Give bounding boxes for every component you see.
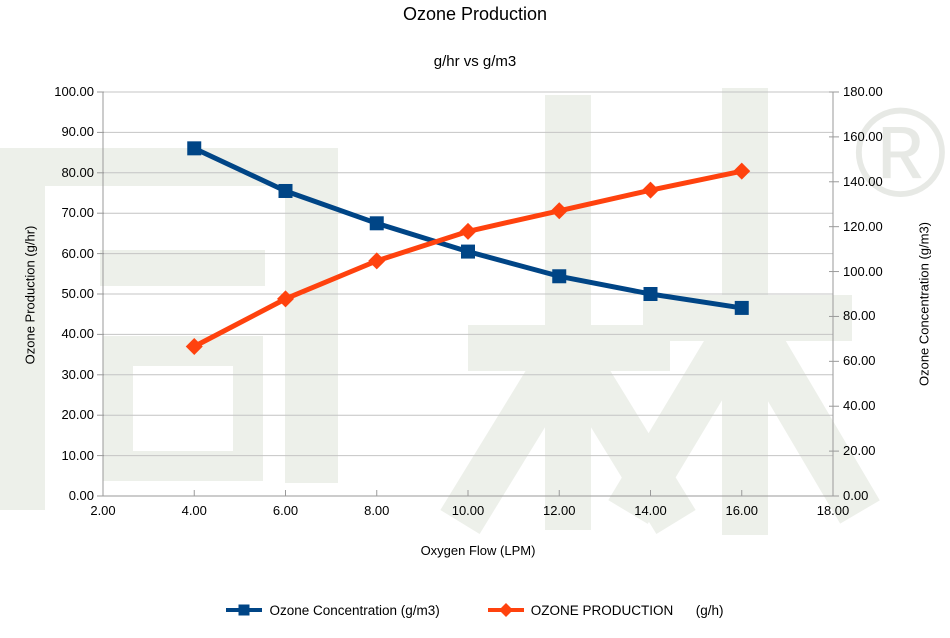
right-axis-tick-label: 60.00	[843, 353, 876, 369]
right-axis-tick-label: 40.00	[843, 398, 876, 414]
left-axis-tick-label: 90.00	[61, 124, 94, 140]
x-axis-tick-label: 12.00	[542, 503, 576, 518]
left-axis-tick-label: 10.00	[61, 447, 94, 463]
data-point-square	[369, 216, 384, 231]
legend-label: Ozone Concentration (g/m3)	[269, 602, 440, 618]
right-axis-tick-label: 160.00	[843, 128, 883, 144]
data-point-diamond	[550, 202, 568, 220]
left-axis-tick-label: 30.00	[61, 366, 94, 382]
left-axis-tick-label: 20.00	[61, 407, 94, 423]
x-axis-tick-label: 8.00	[364, 503, 390, 518]
data-point-square	[552, 269, 567, 284]
data-point-diamond	[185, 338, 203, 356]
data-point-square	[278, 183, 293, 198]
right-axis-tick-label: 80.00	[843, 308, 876, 324]
left-axis-tick-label: 40.00	[61, 326, 94, 342]
right-axis-tick-label: 20.00	[843, 443, 876, 459]
legend-item: Ozone Concentration (g/m3)	[226, 602, 440, 618]
x-axis-tick-label: 2.00	[90, 503, 116, 518]
legend-label: OZONE PRODUCTION (g/h)	[530, 602, 724, 618]
right-axis-tick-label: 140.00	[843, 173, 883, 189]
left-axis-tick-label: 60.00	[61, 245, 94, 261]
data-point-diamond	[642, 181, 659, 199]
left-axis-tick-label: 70.00	[61, 205, 94, 221]
data-point-square	[461, 244, 475, 259]
data-point-diamond	[459, 222, 477, 240]
left-axis-tick-label: 100.00	[54, 84, 94, 99]
x-axis-tick-label: 4.00	[181, 503, 207, 518]
series-line-2	[193, 168, 743, 349]
data-point-square	[643, 287, 658, 301]
legend-marker	[487, 603, 524, 617]
legend: Ozone Concentration (g/m3) OZONE PRODUCTI…	[0, 596, 950, 624]
legend-item: OZONE PRODUCTION (g/h)	[487, 602, 724, 618]
watermark-char-lin	[440, 88, 880, 535]
data-point-square	[734, 300, 749, 315]
watermark-char-tong	[0, 148, 338, 510]
data-point-diamond	[368, 252, 386, 270]
data-point-square	[187, 141, 202, 156]
x-axis-tick-label: 14.00	[634, 503, 667, 518]
left-axis-tick-label: 50.00	[61, 286, 94, 301]
left-axis-tick-label: 0.00	[68, 488, 94, 503]
x-axis-tick-label: 10.00	[451, 503, 485, 518]
x-axis-tick-label: 16.00	[725, 503, 759, 518]
right-axis-tick-label: 120.00	[843, 218, 883, 234]
data-point-diamond	[733, 162, 751, 180]
right-axis-tick-label: 100.00	[843, 263, 883, 279]
chart-title: Ozone Production	[402, 4, 548, 24]
data-point-diamond	[277, 290, 294, 308]
legend-marker	[226, 604, 263, 616]
chart-subtitle: g/hr vs g/m3	[433, 53, 517, 70]
registered-trademark-watermark: ®	[854, 82, 947, 223]
left-axis-tick-label: 80.00	[61, 164, 94, 180]
x-axis-title: Oxygen Flow (LPM)	[420, 543, 536, 558]
x-axis-tick-label: 6.00	[272, 503, 299, 518]
right-axis-tick-label: 0.00	[843, 488, 869, 503]
x-axis-tick-label: 18.00	[816, 503, 850, 518]
right-axis-tick-label: 180.00	[843, 84, 883, 99]
